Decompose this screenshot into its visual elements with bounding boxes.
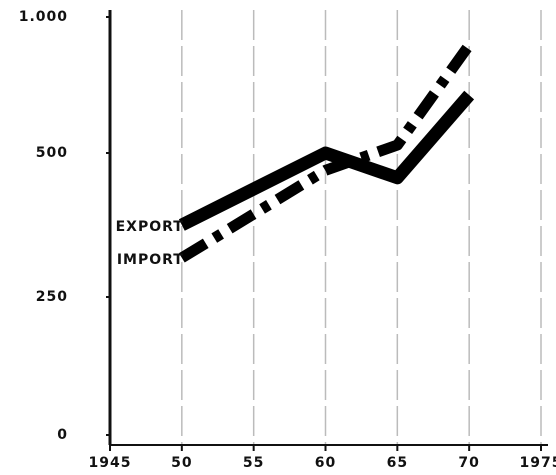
- x-tick-label: 1975: [520, 455, 556, 471]
- x-tick-label: 55: [243, 455, 264, 471]
- x-tick-label: 65: [387, 455, 408, 471]
- series-label: EXPORT: [116, 219, 184, 235]
- series-label: IMPORT: [117, 252, 184, 268]
- x-tick-label: 60: [315, 455, 336, 471]
- series-line: [178, 90, 475, 231]
- series-line: [178, 41, 474, 263]
- y-tick-label: 1.000: [19, 9, 68, 25]
- y-tick-label: 500: [36, 145, 68, 161]
- x-tick-label: 50: [171, 455, 192, 471]
- y-tick-label: 250: [36, 289, 68, 305]
- x-tick-label: 70: [458, 455, 479, 471]
- y-tick-label: 0: [57, 427, 68, 443]
- x-tick-label: 1945: [89, 455, 132, 471]
